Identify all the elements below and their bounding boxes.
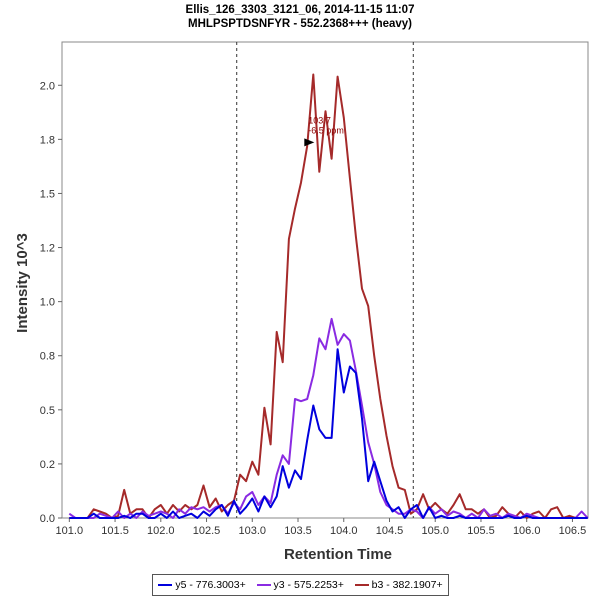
x-tick-label: 103.5 [284, 525, 312, 537]
peak-annotation-rt: 103.7 [308, 115, 331, 125]
legend-swatch [158, 584, 173, 586]
legend-swatch [256, 584, 271, 586]
y-tick-label: 0.8 [40, 351, 55, 363]
series-line [69, 348, 588, 519]
x-tick-label: 105.0 [421, 525, 449, 537]
y-tick-label: 0.0 [40, 513, 55, 525]
y-tick-label: 1.0 [40, 297, 55, 309]
y-tick-label: 0.2 [40, 459, 55, 471]
y-tick-label: 1.8 [40, 134, 55, 146]
x-tick-label: 104.0 [330, 525, 358, 537]
legend-item: y3 - 575.2253+ [256, 579, 344, 591]
plot-frame [61, 41, 589, 519]
y-tick-label: 0.5 [40, 405, 55, 417]
x-tick-label: 101.5 [101, 525, 129, 537]
y-axis-label: Intensity 10^3 [14, 233, 31, 333]
chart-title: Ellis_126_3303_3121_06, 2014-11-15 11:07 [186, 4, 415, 16]
legend-item: b3 - 382.1907+ [354, 579, 443, 591]
legend-label: y3 - 575.2253+ [273, 579, 344, 591]
legend-label: b3 - 382.1907+ [371, 579, 443, 591]
series-line [69, 73, 588, 519]
x-axis-label: Retention Time [284, 546, 392, 563]
series-line [68, 317, 589, 519]
x-tick-label: 106.5 [559, 525, 587, 537]
legend-swatch [354, 584, 369, 586]
peak-marker-arrow-icon [304, 138, 315, 147]
x-tick-label: 106.0 [513, 525, 541, 537]
legend-label: y5 - 776.3003+ [175, 579, 246, 591]
chart-legend: y5 - 776.3003+ y3 - 575.2253+ b3 - 382.190… [152, 574, 449, 596]
x-tick-label: 102.5 [193, 525, 221, 537]
y-tick-label: 1.2 [40, 243, 55, 255]
x-tick-label: 105.5 [467, 525, 495, 537]
x-tick-label: 103.0 [239, 525, 267, 537]
y-tick-label: 1.5 [40, 188, 55, 200]
peak-annotation-ppm: -6.5 ppm [308, 125, 344, 135]
x-tick-label: 102.0 [147, 525, 175, 537]
legend-item: y5 - 776.3003+ [158, 579, 246, 591]
x-tick-label: 104.5 [376, 525, 404, 537]
chart-subtitle: MHLPSPTDSNFYR - 552.2368+++ (heavy) [188, 18, 412, 30]
y-tick-label: 2.0 [40, 80, 55, 92]
plot-area: 0.0 0.2 0.5 0.8 1.0 1.2 1.5 1.8 2.0 101.0 101.5 102… [40, 41, 589, 537]
x-tick-label: 101.0 [56, 525, 84, 537]
